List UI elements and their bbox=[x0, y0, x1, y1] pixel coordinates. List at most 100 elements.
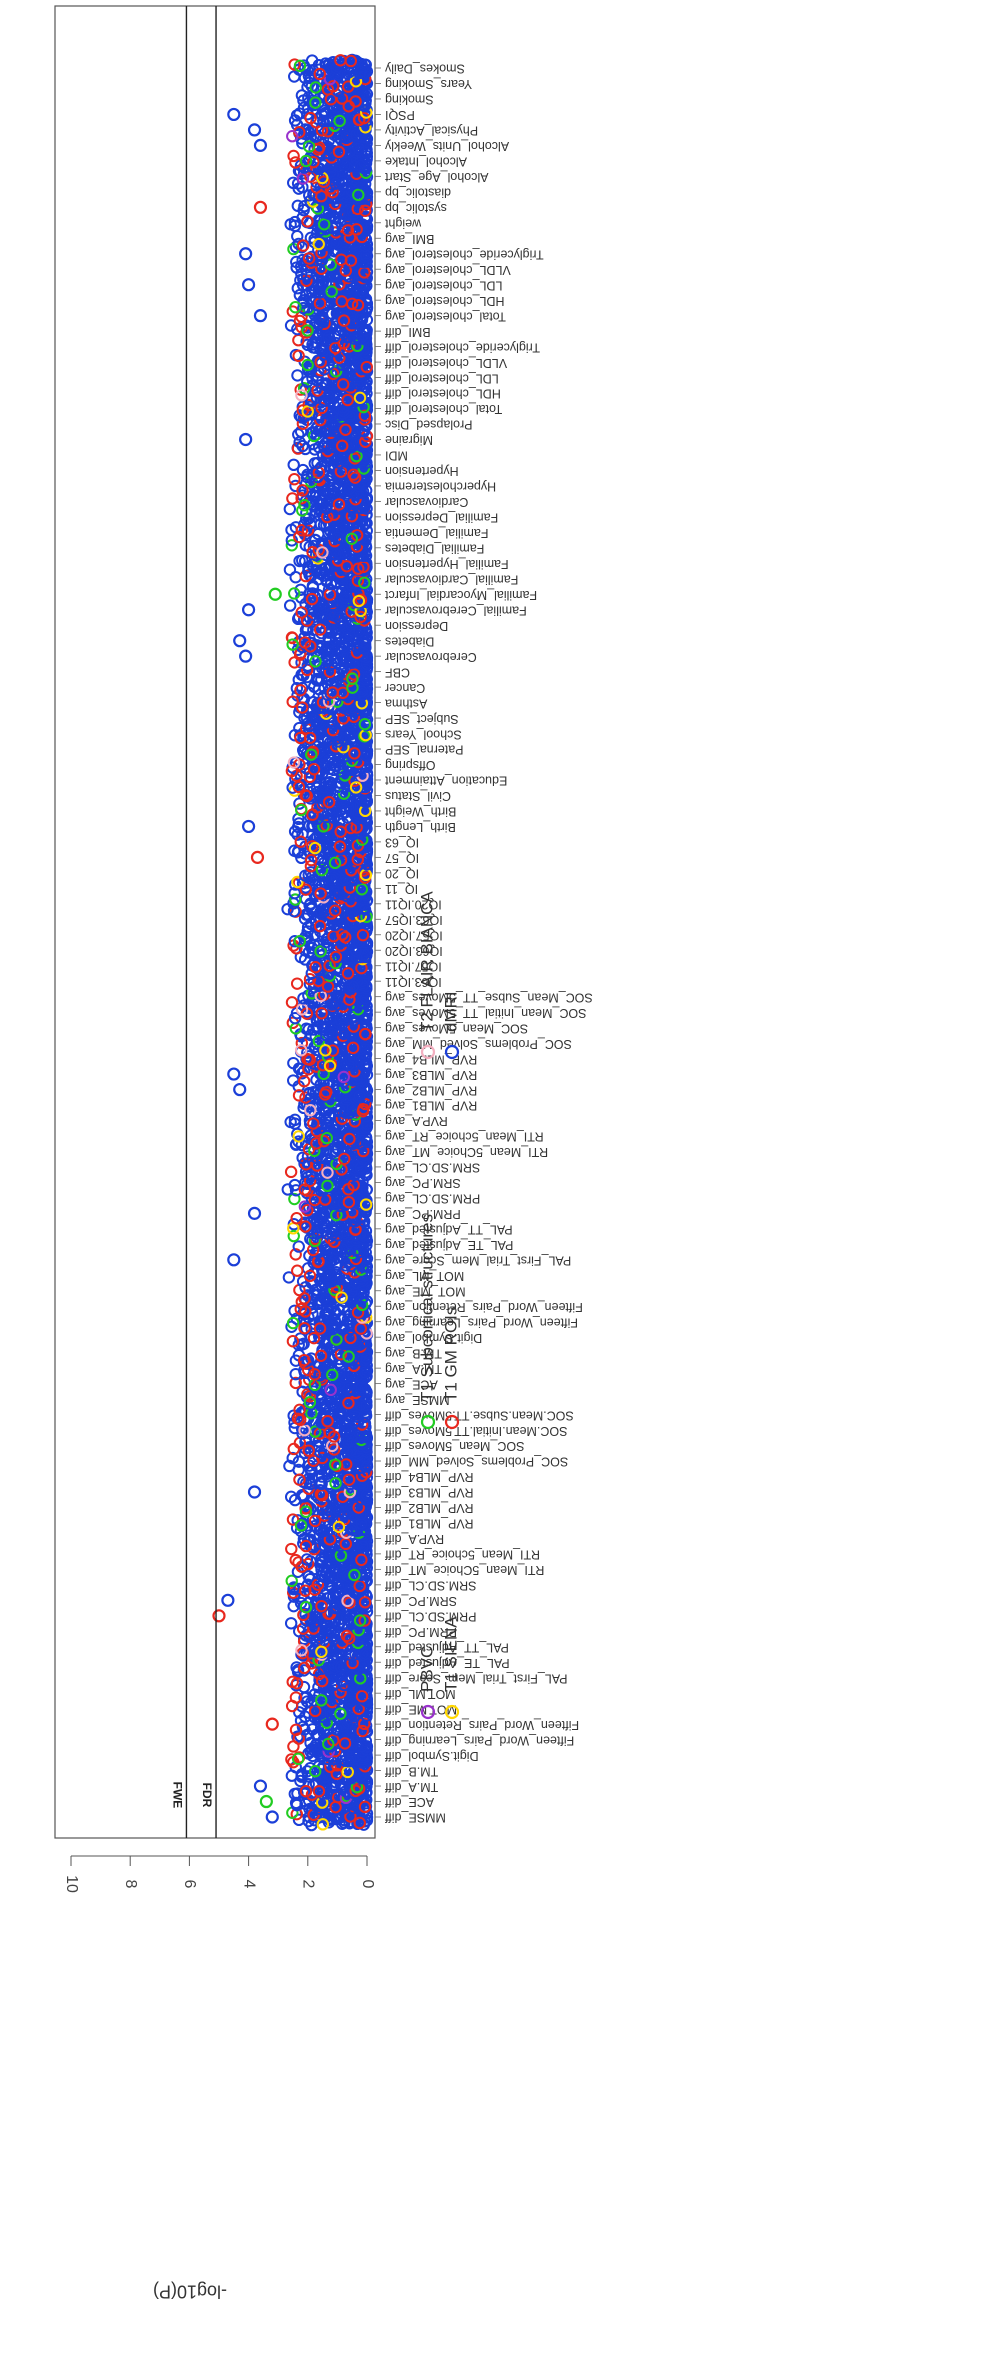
scatter-point-dmri bbox=[360, 1135, 374, 1149]
scatter-point-dmri bbox=[344, 1052, 358, 1066]
scatter-point-dmri bbox=[288, 1117, 302, 1130]
scatter-point-dmri bbox=[299, 1797, 312, 1811]
scatter-point-t1-gm-rois bbox=[359, 1097, 372, 1111]
scatter-point-t1-gm-rois bbox=[298, 1661, 311, 1675]
scatter-point-dmri bbox=[309, 1610, 322, 1624]
scatter-point-t2-flair-bianca bbox=[294, 1044, 308, 1057]
scatter-point-dmri bbox=[317, 1738, 330, 1751]
scatter-point-t1-subcortical-structures bbox=[353, 1614, 367, 1627]
scatter-point-dmri bbox=[318, 1770, 332, 1784]
scatter-point-dmri bbox=[340, 1772, 354, 1785]
scatter-point-dmri bbox=[304, 1477, 318, 1491]
scatter-point-dmri bbox=[293, 1706, 306, 1719]
scatter-point-t1-gm-rois bbox=[297, 1608, 310, 1622]
scatter-point-t1-gm-rois bbox=[358, 1717, 371, 1731]
scatter-point-dmri bbox=[306, 1723, 319, 1736]
scatter-point-t1-gm-rois bbox=[326, 1044, 340, 1057]
scatter-point-t1-gm-rois bbox=[340, 1629, 354, 1643]
scatter-point-t1-gm-rois bbox=[307, 1454, 320, 1467]
scatter-point-dmri bbox=[317, 1074, 330, 1087]
scatter-point-t1-subcortical-structures bbox=[287, 1229, 300, 1243]
scatter-point-dmri bbox=[344, 1695, 358, 1708]
scatter-point-t1-gm-rois bbox=[356, 1724, 369, 1738]
scatter-point-t1-gm-rois bbox=[284, 1165, 298, 1179]
scatter-point-t1-gm-rois bbox=[312, 1785, 326, 1798]
scatter-point-dmri bbox=[356, 1540, 369, 1553]
scatter-point-dmri bbox=[294, 1524, 308, 1538]
scatter-point-dmri bbox=[360, 1460, 374, 1473]
scatter-point-dmri bbox=[332, 1585, 346, 1599]
scatter-point-dmri bbox=[334, 1648, 347, 1661]
scatter-point-t1-subcortical-structures bbox=[285, 1574, 298, 1588]
scatter-point-t1-subcortical-structures bbox=[315, 1694, 328, 1707]
scatter-point-dmri bbox=[287, 1599, 300, 1613]
scatter-point-dmri bbox=[344, 1523, 358, 1536]
scatter-point-dmri bbox=[360, 1260, 373, 1273]
scatter-point-dmri bbox=[290, 1798, 304, 1812]
scatter-point-pbvc bbox=[324, 1383, 337, 1397]
scatter-point-dmri bbox=[325, 1353, 339, 1366]
scatter-point-dmri bbox=[346, 1129, 360, 1142]
scatter-point-t1-gm-rois bbox=[289, 1723, 303, 1737]
scatter-point-t1-gm-rois bbox=[329, 1800, 342, 1814]
scatter-point-dmri bbox=[335, 1242, 349, 1256]
scatter-point-dmri bbox=[310, 1289, 324, 1302]
scatter-point-dmri bbox=[287, 1056, 300, 1070]
scatter-point-t1-gm-rois bbox=[310, 1137, 323, 1150]
scatter-point-dmri bbox=[310, 1738, 323, 1751]
scatter-point-t1-gm-rois bbox=[289, 1553, 302, 1567]
scatter-point-dmri bbox=[336, 1578, 349, 1591]
scatter-point-dmri bbox=[287, 1582, 300, 1596]
scatter-point-t1-siena bbox=[335, 1291, 348, 1304]
scatter-point-t1-subcortical-structures bbox=[286, 1316, 300, 1330]
scatter-point-t1-subcortical-structures bbox=[342, 1350, 355, 1363]
scatter-point-t1-gm-rois bbox=[302, 1444, 315, 1457]
scatter-point-t1-subcortical-structures bbox=[328, 1458, 342, 1471]
scatter-point-dmri bbox=[360, 1183, 373, 1196]
scatter-point-dmri bbox=[302, 1706, 315, 1719]
scatter-point-t1-gm-rois bbox=[342, 1195, 356, 1209]
scatter-point-dmri bbox=[359, 1043, 372, 1056]
scatter-point-t1-gm-rois bbox=[303, 1269, 317, 1283]
scatter-point-t1-gm-rois bbox=[358, 1596, 372, 1609]
scatter-point-t1-gm-rois bbox=[317, 1134, 331, 1148]
scatter-point-dmri bbox=[298, 1723, 311, 1736]
scatter-point-dmri bbox=[292, 1135, 305, 1148]
scatter-point-dmri bbox=[304, 1736, 317, 1750]
scatter-point-dmri bbox=[339, 1259, 352, 1272]
scatter-point-dmri bbox=[347, 1678, 360, 1691]
scatter-point-dmri bbox=[360, 1399, 373, 1412]
scatter-point-t2-flair-bianca bbox=[304, 1103, 317, 1117]
scatter-point-t1-gm-rois bbox=[307, 1331, 321, 1345]
scatter-point-dmri bbox=[303, 1611, 316, 1625]
scatter-point-t1-subcortical-structures bbox=[288, 1192, 301, 1206]
scatter-point-dmri bbox=[360, 1807, 374, 1820]
scatter-point-dmri bbox=[295, 1770, 308, 1783]
scatter-point-t1-siena bbox=[359, 1198, 373, 1211]
scatter-point-t1-gm-rois bbox=[314, 1349, 328, 1362]
scatter-point-dmri bbox=[330, 1243, 344, 1256]
scatter-point-dmri bbox=[354, 1398, 367, 1412]
scatter-point-t1-gm-rois bbox=[315, 1599, 328, 1613]
scatter-point-t1-subcortical-structures bbox=[294, 1519, 308, 1532]
scatter-point-t1-gm-rois bbox=[299, 1539, 313, 1553]
scatter-point-dmri bbox=[332, 1505, 346, 1518]
scatter-point-t1-gm-rois bbox=[286, 1513, 300, 1526]
scatter-point-t1-gm-rois bbox=[338, 1152, 351, 1166]
scatter-point-t1-gm-rois bbox=[342, 1183, 355, 1196]
scatter-point-t1-gm-rois bbox=[298, 1292, 311, 1305]
scatter-point-t1-gm-rois bbox=[344, 1331, 357, 1345]
scatter-point-t1-siena bbox=[319, 1044, 332, 1057]
scatter-point-t1-subcortical-structures bbox=[321, 1179, 334, 1193]
scatter-point-dmri bbox=[333, 1104, 346, 1117]
scatter-point-dmri bbox=[282, 1271, 296, 1284]
scatter-point-t1-subcortical-structures bbox=[329, 1477, 342, 1490]
scatter-point-dmri bbox=[317, 1398, 330, 1411]
scatter-point-t1-gm-rois bbox=[358, 1614, 371, 1627]
scatter-point-dmri bbox=[358, 1365, 371, 1379]
scatter-point-t1-gm-rois bbox=[290, 1677, 304, 1690]
scatter-point-t1-gm-rois bbox=[342, 1396, 355, 1410]
scatter-point-dmri bbox=[359, 1794, 372, 1807]
scatter-point-dmri bbox=[315, 1151, 329, 1165]
scatter-point-dmri bbox=[360, 1488, 373, 1502]
